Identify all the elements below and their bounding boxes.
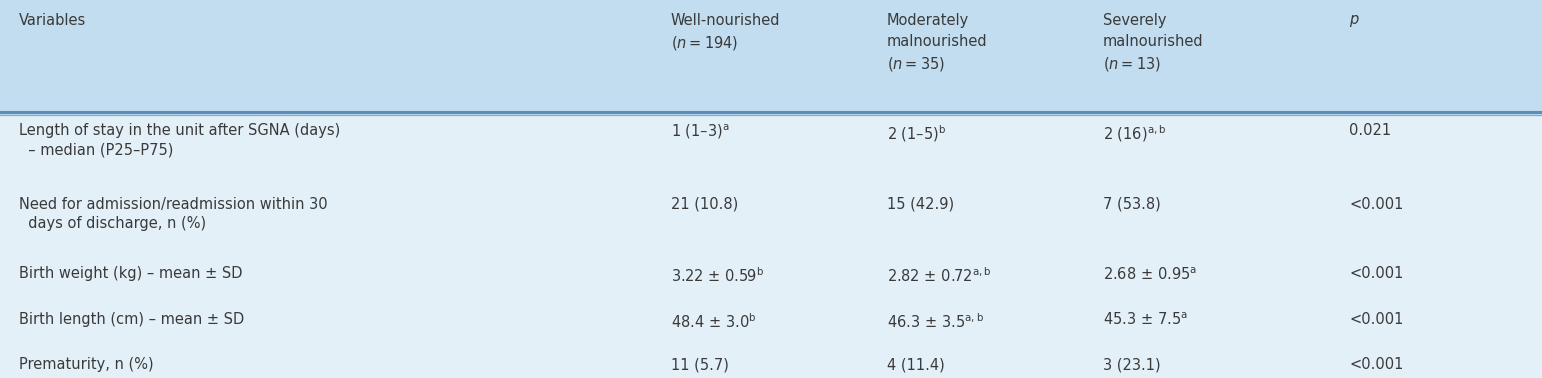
Bar <box>0 0 1542 116</box>
Text: Well-nourished
($n$ = 194): Well-nourished ($n$ = 194) <box>671 13 780 52</box>
Text: Need for admission/readmission within 30
  days of discharge, n (%): Need for admission/readmission within 30… <box>19 197 327 231</box>
Text: 3 (23.1): 3 (23.1) <box>1103 357 1160 372</box>
Text: 2.82 ± 0.72$^{\mathrm{a,b}}$: 2.82 ± 0.72$^{\mathrm{a,b}}$ <box>887 266 992 285</box>
Text: 45.3 ± 7.5$^{\mathrm{a}}$: 45.3 ± 7.5$^{\mathrm{a}}$ <box>1103 312 1187 328</box>
Text: 46.3 ± 3.5$^{\mathrm{a,b}}$: 46.3 ± 3.5$^{\mathrm{a,b}}$ <box>887 312 984 330</box>
Text: 0.021: 0.021 <box>1349 123 1391 138</box>
Text: <0.001: <0.001 <box>1349 357 1403 372</box>
Text: <0.001: <0.001 <box>1349 197 1403 212</box>
Text: Length of stay in the unit after SGNA (days)
  – median (P25–P75): Length of stay in the unit after SGNA (d… <box>19 123 339 157</box>
Text: 7 (53.8): 7 (53.8) <box>1103 197 1160 212</box>
Text: <0.001: <0.001 <box>1349 266 1403 282</box>
Text: <0.001: <0.001 <box>1349 312 1403 327</box>
Text: 15 (42.9): 15 (42.9) <box>887 197 954 212</box>
Text: 3.22 ± 0.59$^{\mathrm{b}}$: 3.22 ± 0.59$^{\mathrm{b}}$ <box>671 266 763 285</box>
Text: 2.68 ± 0.95$^{\mathrm{a}}$: 2.68 ± 0.95$^{\mathrm{a}}$ <box>1103 266 1197 283</box>
Text: 2 (16)$^{\mathrm{a,b}}$: 2 (16)$^{\mathrm{a,b}}$ <box>1103 123 1166 144</box>
Text: Severely
malnourished
($n$ = 13): Severely malnourished ($n$ = 13) <box>1103 13 1203 73</box>
Text: Prematurity, n (%): Prematurity, n (%) <box>19 357 153 372</box>
Text: 11 (5.7): 11 (5.7) <box>671 357 729 372</box>
Text: Variables: Variables <box>19 13 86 28</box>
Text: 2 (1–5)$^{\mathrm{b}}$: 2 (1–5)$^{\mathrm{b}}$ <box>887 123 945 144</box>
Text: 4 (11.4): 4 (11.4) <box>887 357 944 372</box>
Text: 48.4 ± 3.0$^{\mathrm{b}}$: 48.4 ± 3.0$^{\mathrm{b}}$ <box>671 312 756 330</box>
Text: 21 (10.8): 21 (10.8) <box>671 197 739 212</box>
Text: 1 (1–3)$^{\mathrm{a}}$: 1 (1–3)$^{\mathrm{a}}$ <box>671 123 729 141</box>
Text: Birth length (cm) – mean ± SD: Birth length (cm) – mean ± SD <box>19 312 244 327</box>
Text: Moderately
malnourished
($n$ = 35): Moderately malnourished ($n$ = 35) <box>887 13 987 73</box>
Text: $p$: $p$ <box>1349 13 1360 29</box>
Text: Birth weight (kg) – mean ± SD: Birth weight (kg) – mean ± SD <box>19 266 242 282</box>
